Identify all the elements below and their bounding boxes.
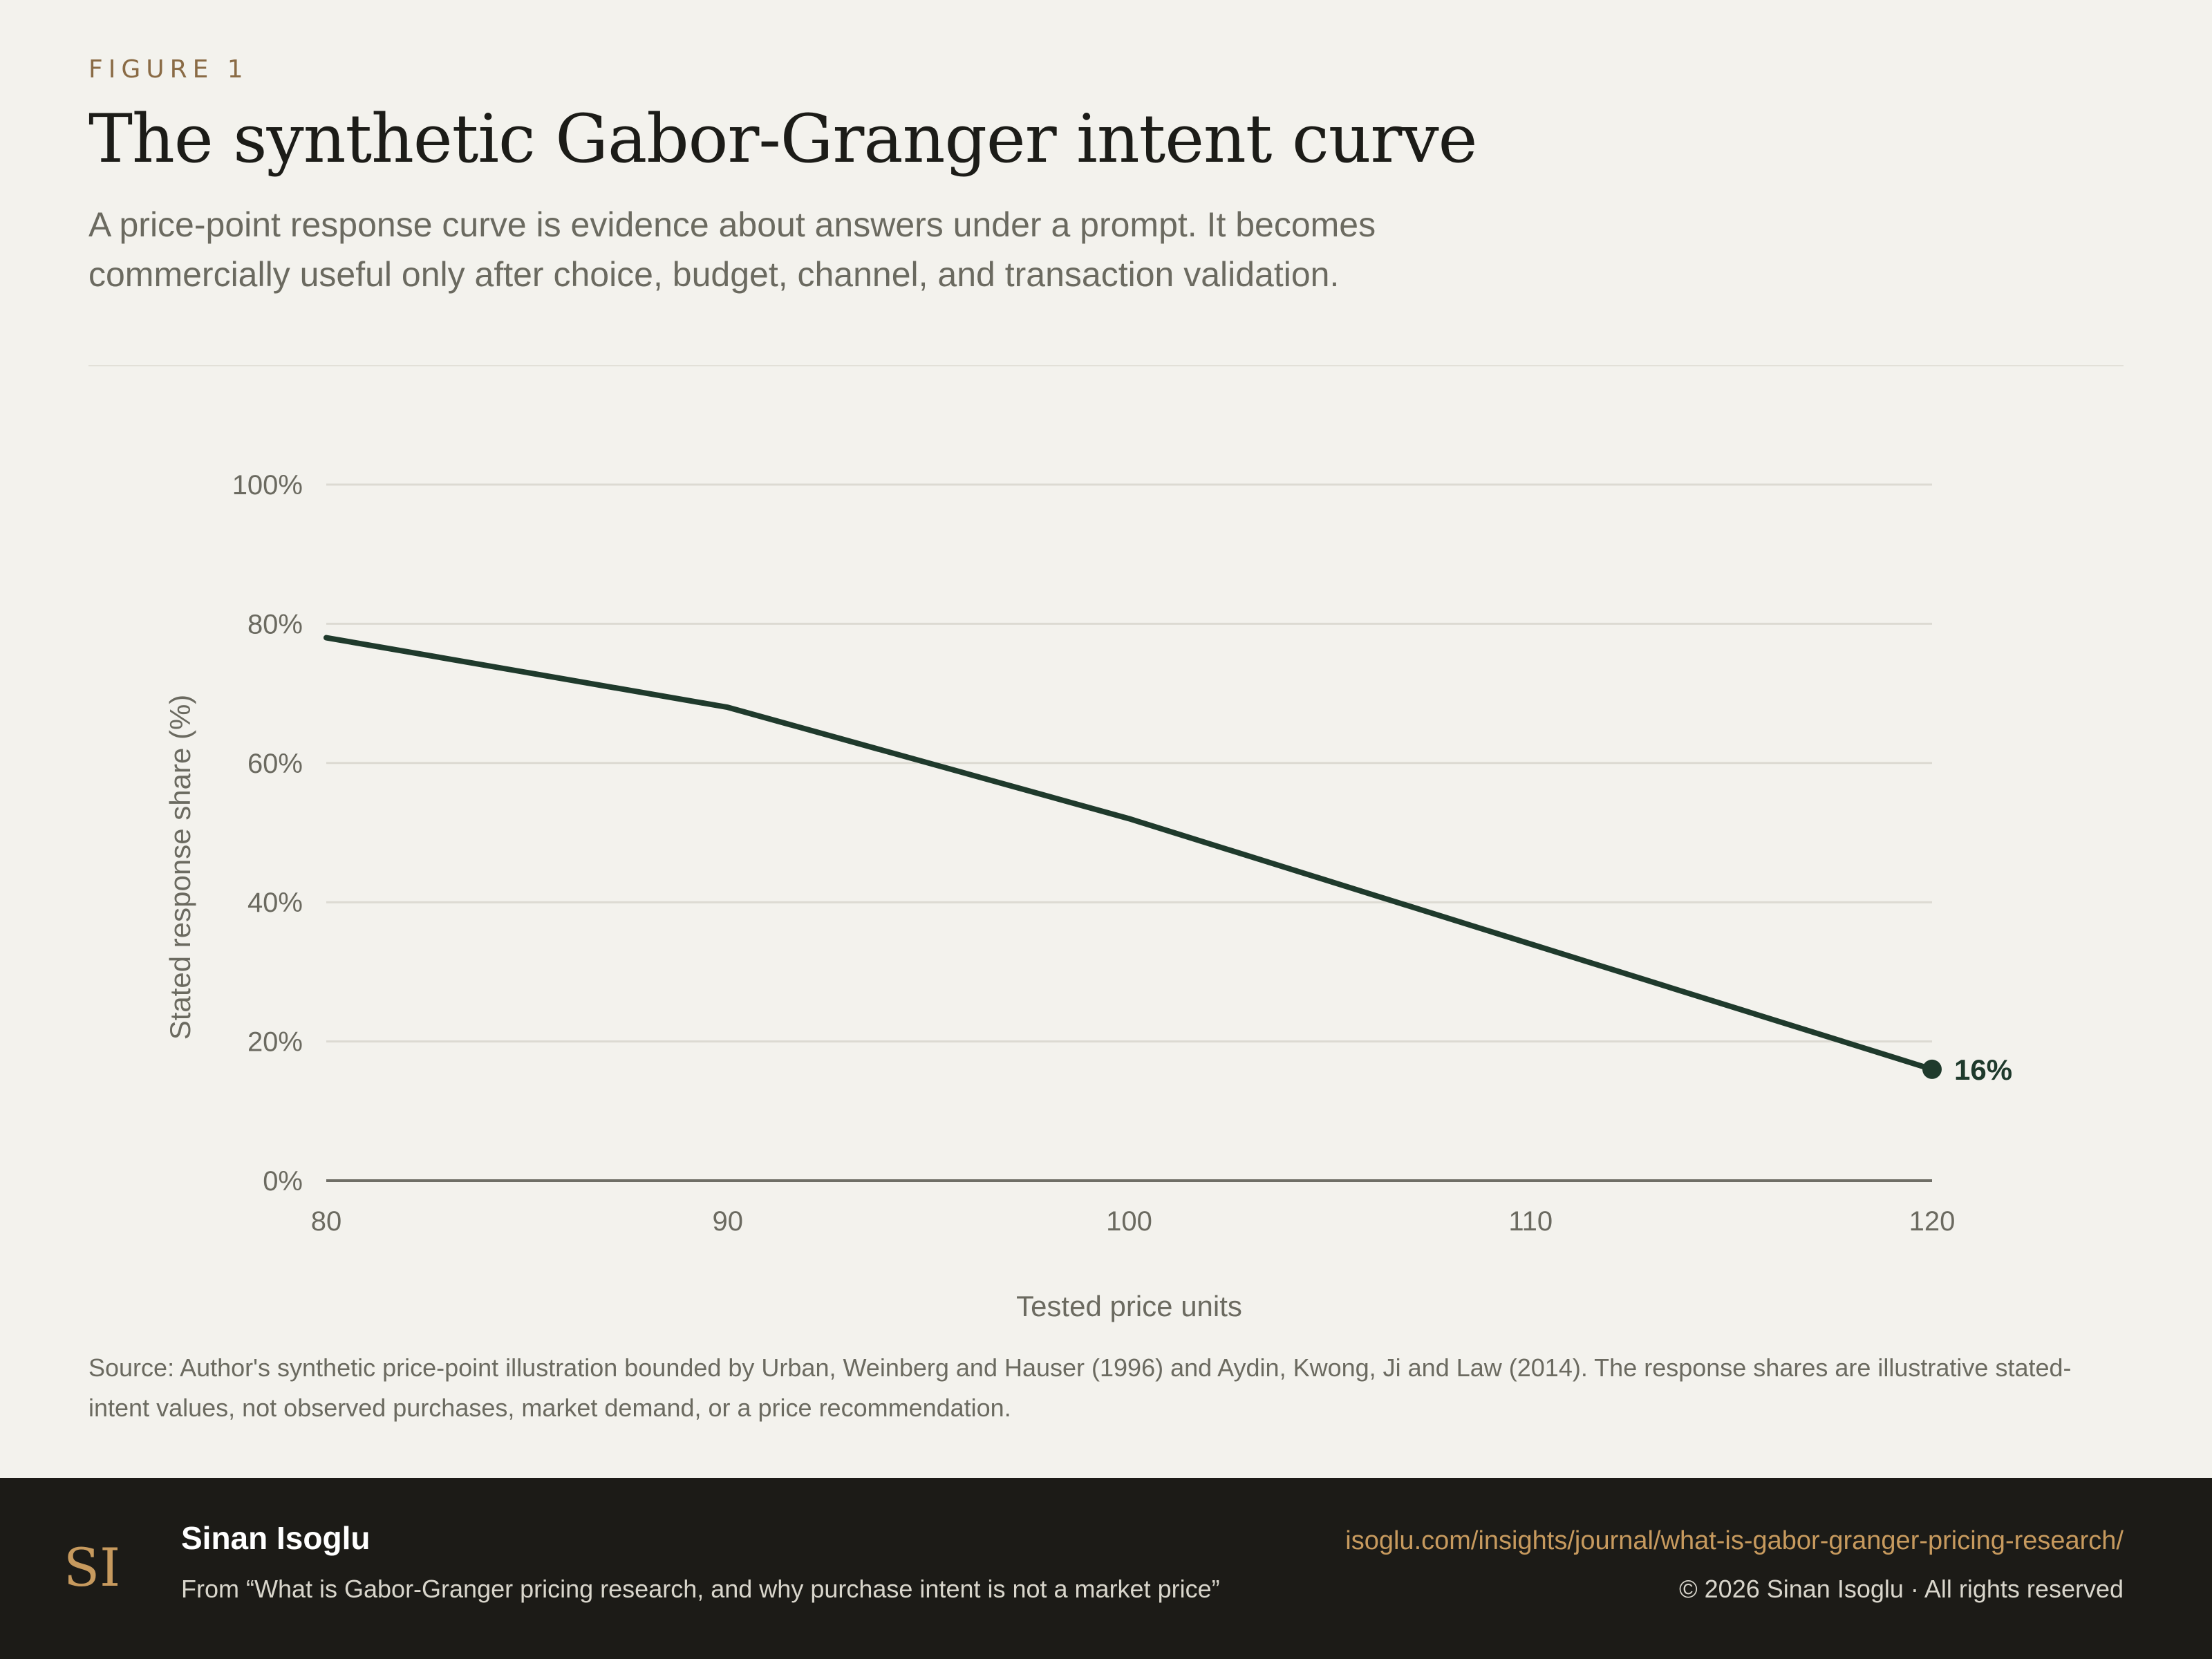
header-divider: [88, 365, 2124, 366]
x-tick-label: 100: [1106, 1206, 1152, 1237]
y-tick-label: 20%: [247, 1027, 303, 1058]
logo-text: SI: [64, 1537, 118, 1597]
x-tick-label: 120: [1909, 1206, 1956, 1237]
x-tick-label: 90: [713, 1206, 744, 1237]
chart-title: The synthetic Gabor-Granger intent curve: [88, 100, 1477, 178]
x-tick-label: 80: [311, 1206, 342, 1237]
copyright-notice: © 2026 Sinan Isoglu · All rights reserve…: [1679, 1575, 2124, 1603]
figure-label: FIGURE 1: [88, 55, 249, 84]
y-tick-label: 40%: [247, 888, 303, 918]
chart-subtitle: A price-point response curve is evidence…: [88, 205, 1376, 294]
author-name: Sinan Isoglu: [181, 1520, 371, 1556]
x-axis-title: Tested price units: [1016, 1290, 1242, 1322]
source-note: Source: Author's synthetic price-point i…: [88, 1353, 2072, 1422]
article-link[interactable]: isoglu.com/insights/journal/what-is-gabo…: [1345, 1526, 2124, 1555]
series-line: [324, 635, 1935, 1072]
y-tick-label: 60%: [247, 749, 303, 779]
figure-header: FIGURE 1 The synthetic Gabor-Granger int…: [88, 55, 2121, 299]
si-monogram-logo: SI: [64, 1537, 118, 1597]
footer: SI Sinan Isoglu From “What is Gabor-Gran…: [0, 1478, 2212, 1659]
y-axis-title: Stated response share (%): [164, 695, 196, 1040]
y-tick-label: 0%: [263, 1166, 303, 1197]
y-tick-label: 80%: [247, 609, 303, 639]
y-tick-label: 100%: [232, 470, 303, 500]
line-chart: 0% 20% 40% 60% 80% 100% 80 90 100 110 120 Tested pr…: [164, 470, 2012, 1322]
x-tick-label: 110: [1508, 1206, 1553, 1237]
article-title: From “What is Gabor-Granger pricing rese…: [181, 1575, 1220, 1603]
end-point-marker: [1922, 1059, 1942, 1079]
end-point-label: 16%: [1954, 1053, 2012, 1086]
